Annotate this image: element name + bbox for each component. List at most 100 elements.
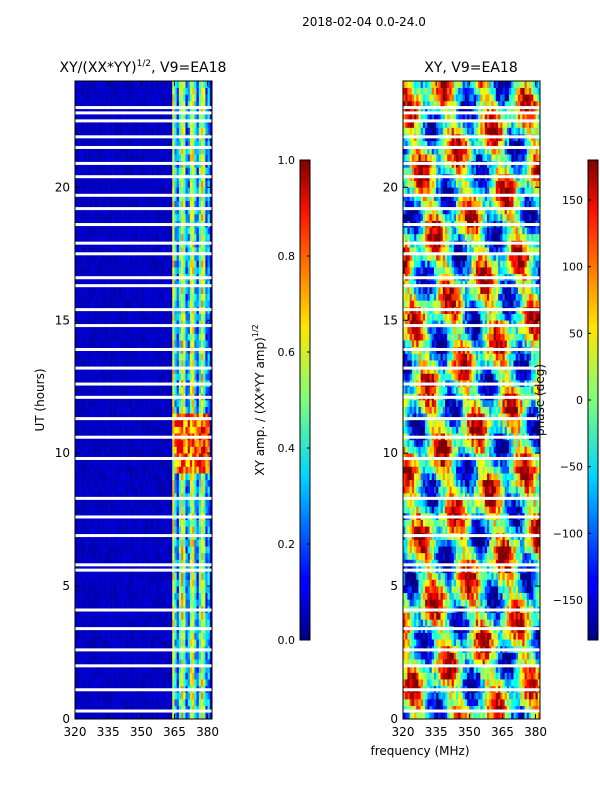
- heatmap-cell: [170, 692, 173, 700]
- heatmap-cell: [119, 526, 122, 534]
- heatmap-cell: [161, 612, 164, 620]
- heatmap-cell: [136, 446, 140, 454]
- heatmap-cell: [170, 426, 173, 434]
- heatmap-cell: [99, 386, 102, 394]
- heatmap-cell: [116, 479, 120, 487]
- heatmap-cell: [77, 672, 80, 680]
- heatmap-cell: [125, 479, 129, 487]
- heatmap-cell: [116, 632, 120, 640]
- heatmap-cell: [183, 659, 186, 667]
- heatmap-cell: [94, 679, 98, 687]
- heatmap-cell: [176, 493, 180, 500]
- heatmap-cell: [121, 187, 124, 195]
- heatmap-cell: [165, 207, 169, 215]
- heatmap-cell: [128, 579, 131, 587]
- heatmap-cell: [205, 705, 208, 713]
- heatmap-cell: [130, 473, 133, 481]
- heatmap-cell: [187, 193, 191, 201]
- heatmap-cell: [134, 366, 138, 374]
- heatmap-cell: [161, 659, 164, 667]
- heatmap-cell: [88, 499, 91, 507]
- heatmap-cell: [88, 579, 91, 587]
- heatmap-cell: [92, 665, 96, 673]
- heatmap-cell: [94, 459, 98, 467]
- amplitude-panel-title: XY/(XX*YY)1/2, V9=EA18: [60, 59, 227, 76]
- heatmap-cell: [77, 612, 80, 620]
- heatmap-cell: [158, 193, 162, 201]
- heatmap-cell: [205, 373, 208, 381]
- heatmap-cell: [192, 360, 195, 368]
- heatmap-cell: [187, 340, 191, 348]
- heatmap-cell: [141, 572, 144, 580]
- heatmap-cell: [185, 552, 188, 560]
- heatmap-cell: [163, 287, 166, 294]
- heatmap-cell: [103, 247, 107, 255]
- heatmap-cell: [116, 486, 120, 494]
- heatmap-cell: [94, 572, 98, 580]
- heatmap-cell: [121, 300, 124, 308]
- heatmap-cell: [121, 659, 124, 667]
- heatmap-cell: [116, 539, 120, 547]
- heatmap-cell: [200, 493, 204, 500]
- heatmap-cell: [203, 459, 206, 467]
- heatmap-cell: [158, 400, 162, 407]
- heatmap-cell: [128, 187, 131, 195]
- heatmap-cell: [75, 459, 78, 467]
- heatmap-cell: [178, 572, 182, 580]
- heatmap-cell: [176, 619, 180, 627]
- heatmap-cell: [134, 400, 138, 407]
- heatmap-cell: [165, 400, 169, 407]
- heatmap-cell: [165, 193, 169, 201]
- heatmap-cell: [125, 639, 129, 647]
- heatmap-cell: [112, 200, 116, 208]
- heatmap-cell: [167, 519, 171, 527]
- heatmap-cell: [187, 552, 191, 560]
- heatmap-cell: [128, 280, 131, 288]
- heatmap-cell: [123, 705, 127, 713]
- heatmap-cell: [81, 426, 85, 434]
- heatmap-cell: [97, 493, 100, 500]
- heatmap-cell: [205, 320, 208, 328]
- heatmap-cell: [108, 592, 111, 600]
- heatmap-cell: [203, 326, 206, 334]
- heatmap-cell: [147, 665, 151, 673]
- heatmap-cell: [86, 552, 89, 560]
- heatmap-cell: [90, 180, 93, 188]
- heatmap-cell: [183, 227, 186, 235]
- heatmap-cell: [121, 473, 124, 481]
- heatmap-cell: [209, 519, 213, 527]
- heatmap-cell: [134, 300, 138, 308]
- heatmap-cell: [163, 280, 166, 288]
- heatmap-cell: [163, 572, 166, 580]
- heatmap-cell: [83, 639, 87, 647]
- heatmap-cell: [110, 592, 113, 600]
- heatmap-cell: [154, 652, 158, 660]
- heatmap-cell: [152, 413, 155, 421]
- heatmap-cell: [170, 486, 173, 494]
- heatmap-cell: [145, 353, 149, 361]
- heatmap-cell: [187, 360, 191, 368]
- heatmap-cell: [81, 572, 85, 580]
- heatmap-cell: [141, 639, 144, 647]
- heatmap-cell: [83, 193, 87, 201]
- heatmap-cell: [154, 386, 158, 394]
- heatmap-cell: [108, 612, 111, 620]
- heatmap-cell: [88, 227, 91, 235]
- heatmap-cell: [86, 333, 89, 341]
- heatmap-cell: [161, 287, 164, 294]
- heatmap-cell: [205, 300, 208, 308]
- heatmap-cell: [187, 619, 191, 627]
- heatmap-cell: [176, 705, 180, 713]
- heatmap-cell: [198, 426, 202, 434]
- heatmap-cell: [99, 699, 102, 707]
- heatmap-cell: [209, 526, 213, 534]
- heatmap-cell: [136, 712, 140, 720]
- heatmap-cell: [189, 659, 193, 667]
- heatmap-cell: [81, 333, 85, 341]
- heatmap-cell: [116, 333, 120, 341]
- heatmap-cell: [176, 326, 180, 334]
- heatmap-cell: [114, 287, 118, 294]
- heatmap-cell: [145, 360, 149, 368]
- heatmap-cell: [112, 493, 116, 500]
- heatmap-cell: [209, 293, 213, 301]
